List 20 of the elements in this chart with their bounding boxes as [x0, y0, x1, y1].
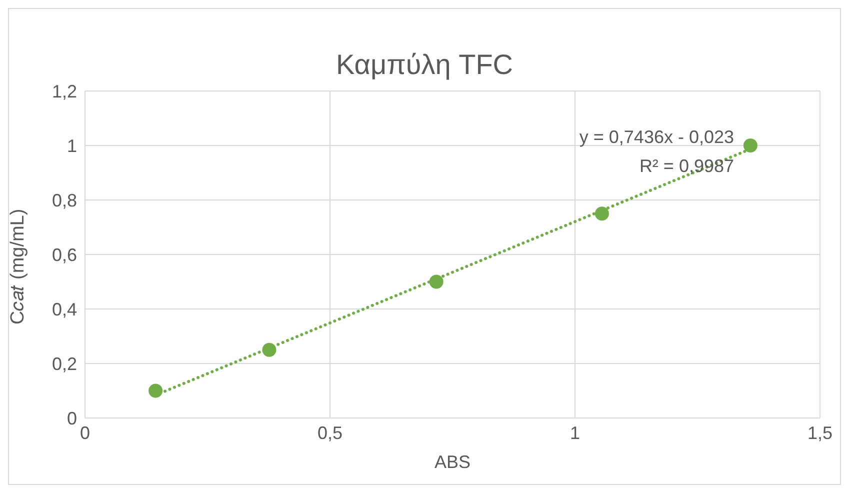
- point: [262, 342, 276, 357]
- x-tick-label: 1: [570, 422, 580, 443]
- y-tick-label: 0,2: [52, 354, 77, 374]
- annotation: y = 0,7436x - 0,023: [579, 127, 734, 148]
- x-tick-label: 1,5: [807, 422, 833, 443]
- point: [429, 274, 444, 289]
- y-tick-label: 1: [66, 136, 77, 156]
- y-tick-label: 0,4: [52, 299, 77, 320]
- y-axis-title: C𝑐𝑎𝑡 (mg/mL): [8, 208, 29, 324]
- point: [743, 138, 758, 152]
- y-tick-label: 1,2: [52, 81, 77, 102]
- x-tick-label: 0,5: [317, 422, 343, 443]
- x-axis-title: ABS: [434, 452, 471, 472]
- chart-title: Καμπύλη TFC: [334, 49, 514, 81]
- point: [594, 206, 609, 221]
- y-tick-label: 0,6: [52, 244, 77, 265]
- point: [148, 384, 163, 398]
- y-tick-label: 0: [66, 408, 77, 428]
- x-tick-label: 0: [80, 422, 90, 443]
- y-tick-label: 0,8: [52, 190, 77, 210]
